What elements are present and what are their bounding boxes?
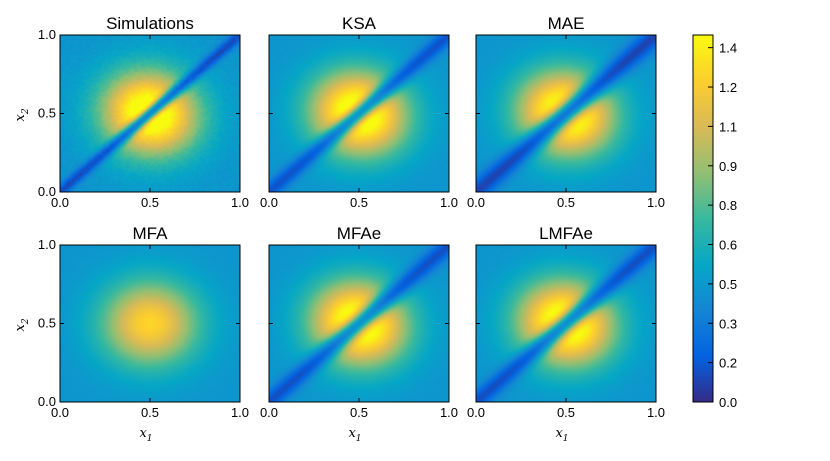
y-axis-label-sub: 2 (21, 108, 31, 115)
x-tick-label: 0.5 (141, 195, 159, 210)
x-tick-label: 0.0 (467, 405, 485, 420)
panel-title: MFAe (337, 224, 381, 243)
y-tick-label: 1.0 (38, 237, 56, 252)
x-tick-label: 0.5 (557, 405, 575, 420)
colorbar-tick-label: 0.3 (719, 316, 737, 331)
colorbar-tick-label: 0.6 (719, 238, 737, 253)
y-tick-label: 0.5 (38, 316, 56, 331)
x-axis-label-sub: 1 (147, 434, 153, 444)
y-axis-label: x2 (13, 318, 31, 331)
colorbar-gradient (693, 35, 713, 402)
panel-mae: MAE 0.0 0.5 1.0 (467, 14, 665, 210)
colorbar-tick-label: 0.9 (719, 159, 737, 174)
colorbar-tick-label: 1.4 (719, 41, 737, 56)
colorbar-tick-label: 0.0 (719, 395, 737, 410)
x-tick-label: 1.0 (647, 195, 665, 210)
heatmap-image (476, 35, 656, 192)
x-tick-label: 1.0 (647, 405, 665, 420)
x-tick-label: 1.0 (231, 405, 249, 420)
panel-title: KSA (342, 14, 377, 33)
colorbar-tick-label: 0.8 (719, 198, 737, 213)
colorbar: 0.0 0.2 0.3 0.5 0.6 0.8 0.9 1.1 1.2 1.4 (693, 35, 737, 410)
x-axis-label: x1 (348, 426, 361, 444)
x-axis-label: x1 (139, 426, 152, 444)
panel-title: LMFAe (539, 224, 593, 243)
panel-mfa: MFA0.0 0.5 1.00.00.51.0x2x1 (13, 224, 249, 444)
y-tick-label: 1.0 (38, 27, 56, 42)
x-tick-label: 0.0 (260, 405, 278, 420)
panel-title: Simulations (106, 14, 194, 33)
y-tick-label: 0.0 (38, 394, 56, 409)
panel-ksa: KSA 0.0 0.5 1.0 (260, 14, 458, 210)
x-tick-label: 0.5 (350, 195, 368, 210)
x-tick-label: 1.0 (440, 195, 458, 210)
y-tick-label: 0.5 (38, 106, 56, 121)
panel-simulations: Simulations0.0 0.5 1.00.00.51.0x2 (13, 14, 249, 210)
x-axis-label-sub: 1 (356, 434, 362, 444)
y-axis-label-sub: 2 (21, 318, 31, 325)
heatmap-image (269, 35, 449, 192)
panels-group: Simulations 0.0 0.5 1.0 0.0 0.5 1.0 x2 KSA 0.0 0.5… (13, 14, 665, 444)
figure: Simulations 0.0 0.5 1.0 0.0 0.5 1.0 x2 KSA 0.0 0.5… (0, 0, 830, 461)
colorbar-tick-label: 1.1 (719, 119, 737, 134)
panel-mfae: MFAe 0.0 0.5 1.0 x1 (260, 224, 458, 444)
x-tick-label: 0.5 (141, 405, 159, 420)
x-axis-label-sub: 1 (563, 434, 569, 444)
colorbar-tick-label: 0.2 (719, 356, 737, 371)
x-tick-label: 0.0 (467, 195, 485, 210)
colorbar-tick-label: 0.5 (719, 277, 737, 292)
panel-lmfae: LMFAe 0.0 0.5 1.0 x1 (467, 224, 665, 444)
y-tick-label: 0.0 (38, 184, 56, 199)
x-tick-label: 0.0 (260, 195, 278, 210)
heatmap-image (60, 35, 240, 192)
heatmap-image (60, 245, 240, 402)
x-axis-label: x1 (555, 426, 568, 444)
heatmap-image (269, 245, 449, 402)
panel-title: MAE (548, 14, 585, 33)
colorbar-tick-label: 1.2 (719, 80, 737, 95)
x-tick-label: 0.5 (350, 405, 368, 420)
panel-title: MFA (133, 224, 169, 243)
x-tick-label: 1.0 (440, 405, 458, 420)
y-axis-label: x2 (13, 108, 31, 121)
heatmap-image (476, 245, 656, 402)
x-tick-label: 1.0 (231, 195, 249, 210)
x-tick-label: 0.5 (557, 195, 575, 210)
